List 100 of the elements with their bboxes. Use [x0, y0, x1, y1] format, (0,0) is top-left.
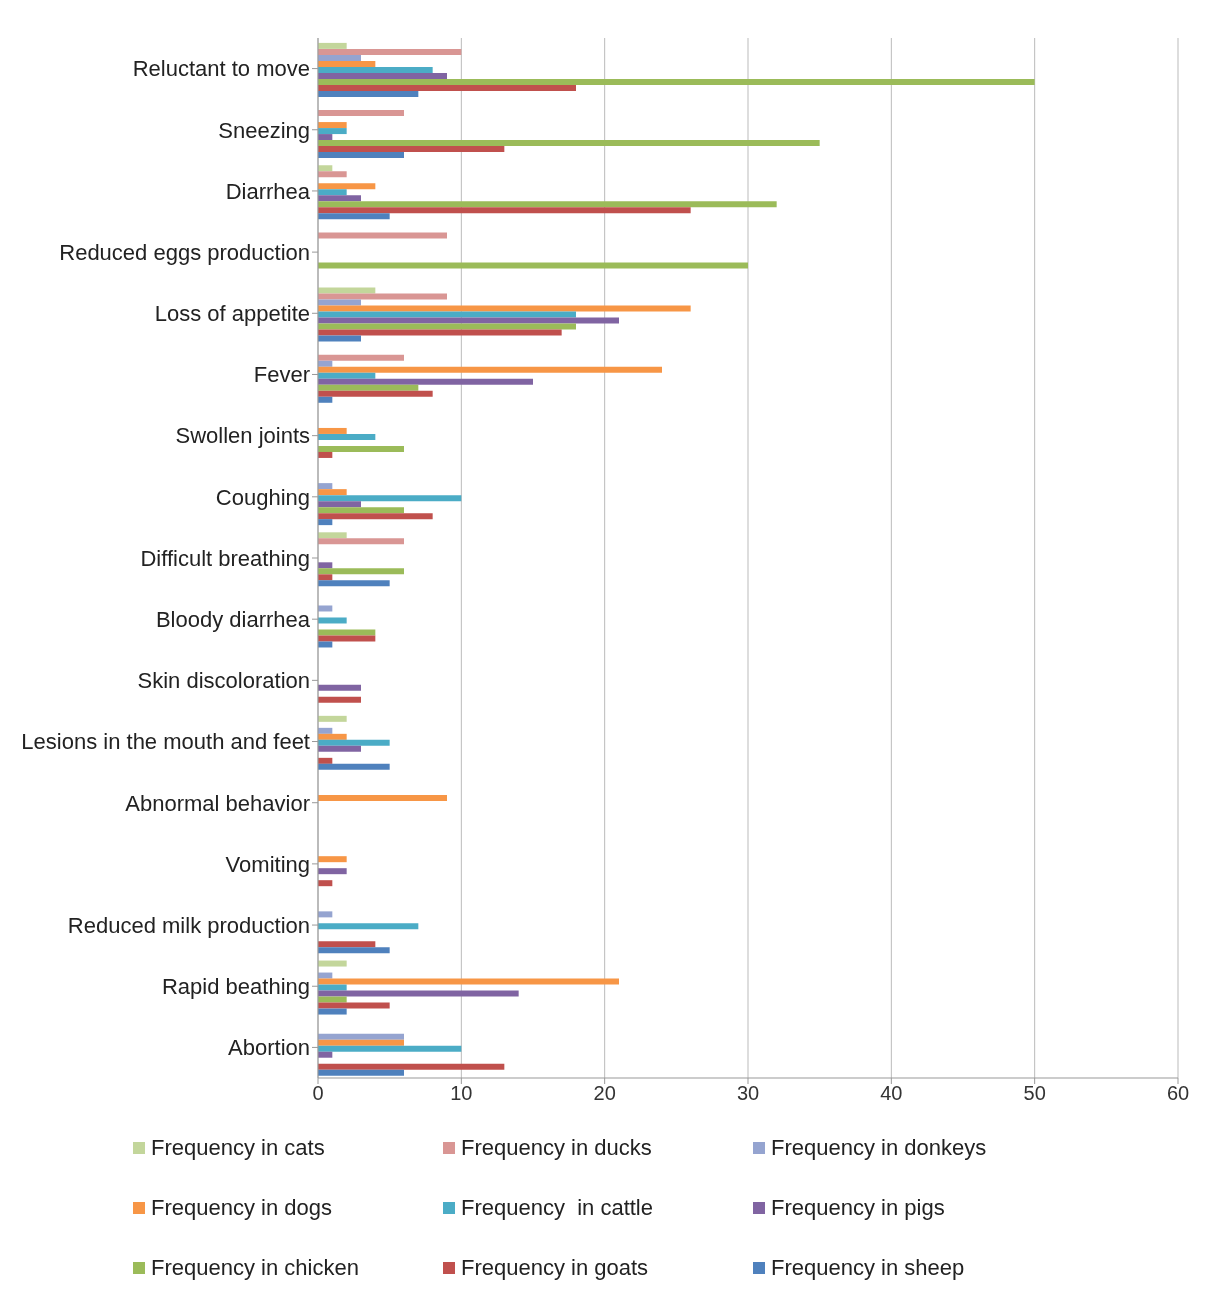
bar: [318, 483, 333, 490]
bar: [318, 795, 447, 802]
y-tick-label: Abortion: [228, 1035, 310, 1061]
bar: [318, 72, 447, 79]
y-tick-label: Vomiting: [225, 851, 310, 877]
bar: [318, 390, 433, 397]
bar: [318, 1069, 404, 1076]
bar: [318, 1008, 347, 1015]
legend-label: Frequency in ducks: [461, 1135, 652, 1161]
bar: [318, 329, 562, 336]
bar: [318, 696, 361, 703]
bar: [318, 1063, 505, 1070]
bar: [318, 84, 576, 91]
y-tick-label: Fever: [253, 362, 310, 388]
legend-label: Frequency in dogs: [151, 1195, 332, 1221]
x-tick-label: 0: [312, 1082, 324, 1105]
bar: [318, 232, 447, 239]
bar: [318, 684, 361, 691]
bar: [318, 739, 390, 746]
legend-label: Frequency in goats: [461, 1255, 649, 1281]
bar: [318, 305, 691, 312]
bar: [318, 568, 404, 575]
bar: [318, 727, 333, 734]
bar: [318, 317, 619, 324]
bar: [318, 635, 376, 642]
bar: [318, 396, 333, 403]
x-tick-label: 40: [880, 1082, 903, 1105]
y-tick-label: Skin discoloration: [137, 668, 310, 694]
bar: [318, 501, 361, 508]
bar: [318, 1051, 333, 1058]
bar: [318, 745, 361, 752]
bar: [318, 715, 347, 722]
legend-label: Frequency in cats: [151, 1135, 325, 1161]
bar: [318, 947, 390, 954]
bar: [318, 335, 361, 342]
bar: [318, 972, 333, 979]
bar: [318, 1033, 404, 1040]
bar: [318, 128, 347, 135]
bar: [318, 763, 390, 770]
legend-label: Frequency in donkeys: [771, 1135, 987, 1161]
bar: [318, 152, 404, 159]
y-tick-label: Rapid beathing: [161, 974, 310, 1000]
bar: [318, 183, 376, 190]
bar: [318, 378, 533, 385]
y-tick-label: Abnormal behavior: [125, 790, 310, 816]
bar: [318, 445, 404, 452]
y-tick-label: Loss of appetite: [154, 301, 310, 327]
y-tick-label: Coughing: [215, 484, 310, 510]
bar: [318, 990, 519, 997]
bar: [318, 1045, 462, 1052]
y-tick-label: Lesions in the mouth and feet: [21, 729, 310, 755]
bar: [318, 538, 404, 545]
y-tick-label: Bloody diarrhea: [155, 606, 311, 632]
legend-label: Frequency in chicken: [151, 1255, 359, 1281]
bar: [318, 617, 347, 624]
bar: [318, 311, 576, 318]
bar: [318, 489, 347, 496]
x-tick-label: 50: [1023, 1082, 1046, 1105]
bar: [318, 262, 748, 269]
bar: [318, 42, 347, 49]
bar: [318, 562, 333, 569]
bar: [318, 978, 619, 985]
bar: [318, 868, 347, 875]
bar: [318, 90, 419, 97]
y-tick-label: Reluctant to move: [132, 56, 310, 82]
bar: [318, 580, 390, 587]
bar: [318, 880, 333, 887]
bar: [318, 519, 333, 526]
legend-label: Frequency in sheep: [771, 1255, 965, 1281]
bar: [318, 323, 576, 330]
bar: [318, 427, 347, 434]
bar: [318, 495, 462, 502]
bar: [318, 122, 347, 129]
bar: [318, 507, 404, 514]
bar: [318, 984, 347, 991]
bar: [318, 110, 404, 117]
bar: [318, 733, 347, 740]
bar: [318, 207, 691, 214]
x-tick-label: 20: [593, 1082, 616, 1105]
bar: [318, 1002, 390, 1009]
bar: [318, 641, 333, 648]
bar: [318, 134, 333, 141]
bar: [318, 960, 347, 967]
bar: [318, 372, 376, 379]
y-tick-label: Sneezing: [218, 117, 310, 143]
bar: [318, 354, 404, 361]
legend-label: Frequency in cattle: [461, 1195, 653, 1221]
bar: [318, 48, 462, 55]
y-tick-label: Reduced eggs production: [59, 239, 310, 265]
bar: [318, 451, 333, 458]
bar: [318, 146, 505, 153]
bar: [318, 213, 390, 220]
y-tick-label: Diarrhea: [225, 178, 311, 204]
x-tick-label: 10: [450, 1082, 473, 1105]
bar: [318, 384, 419, 391]
bar: [318, 201, 777, 208]
bar: [318, 299, 361, 306]
bar: [318, 78, 1035, 85]
bar: [318, 366, 662, 373]
x-tick-label: 30: [736, 1082, 760, 1105]
